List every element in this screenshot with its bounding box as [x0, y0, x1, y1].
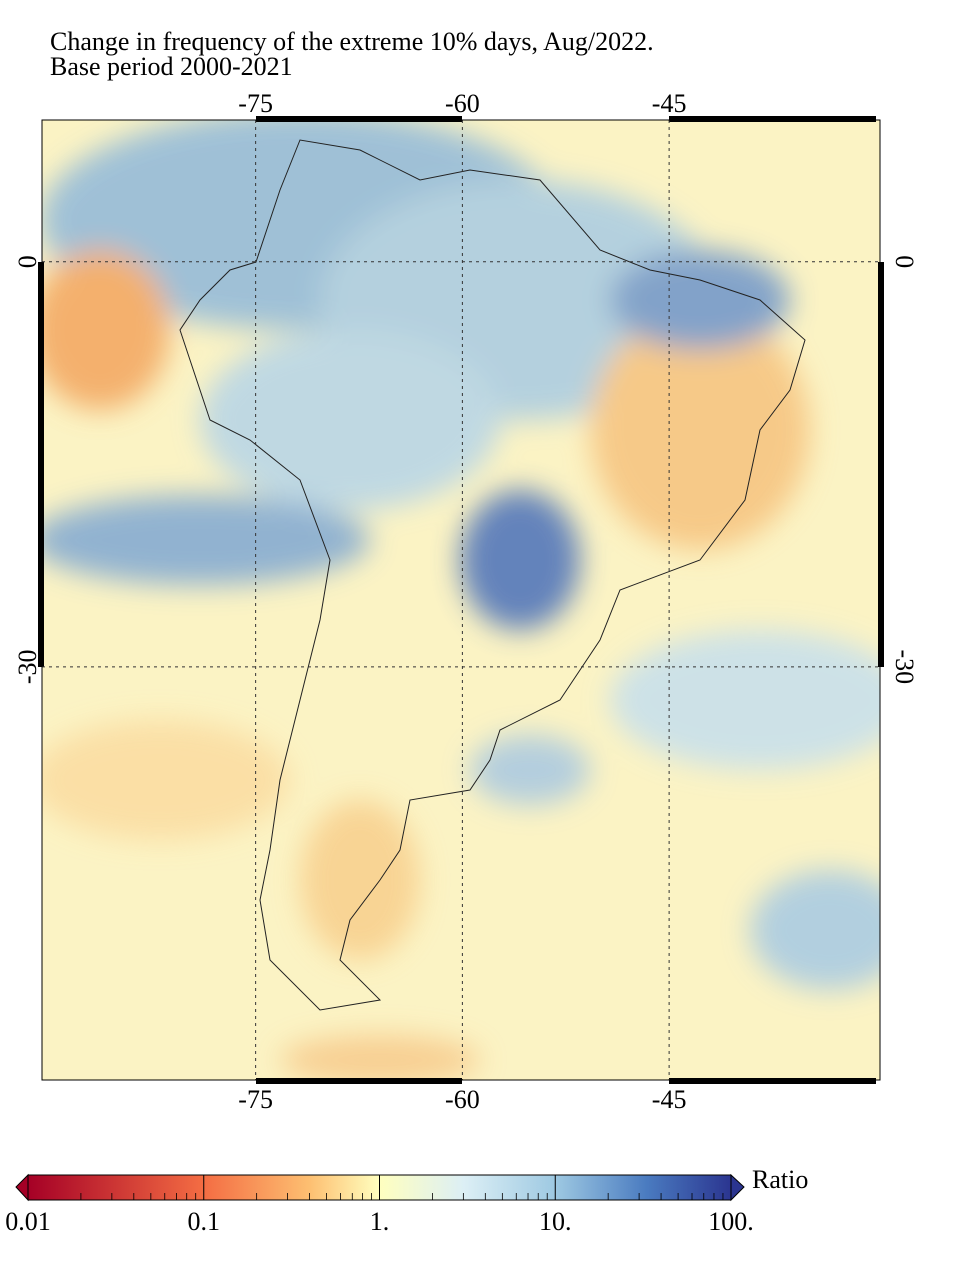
y-tick-label: 0 — [890, 255, 919, 268]
x-tick-label: -60 — [445, 89, 480, 118]
subtitle: Base period 2000-2021 — [50, 52, 293, 81]
frame-bar — [38, 262, 44, 667]
colorbar-tick-label: 0.01 — [5, 1207, 51, 1236]
colorbar: Ratio 0.01 0.1 1. 10. 100. — [5, 1165, 808, 1236]
frame-bar — [878, 262, 884, 667]
colorbar-tick-label: 1. — [370, 1207, 390, 1236]
frame-bar — [256, 116, 462, 122]
frame-bar — [256, 1078, 462, 1084]
x-tick-label: -60 — [445, 1085, 480, 1114]
grid: -75 -75 -60 -60 -45 -45 0 0 -30 -30 — [13, 89, 919, 1114]
x-tick-label: -45 — [652, 1085, 687, 1114]
title: Change in frequency of the extreme 10% d… — [50, 27, 654, 56]
frame-bar — [669, 116, 876, 122]
x-tick-label: -75 — [238, 89, 273, 118]
colorbar-tick-label: 100. — [708, 1207, 754, 1236]
colorbar-tick-label: 0.1 — [188, 1207, 221, 1236]
y-tick-label: -30 — [13, 649, 42, 684]
frame-bar — [669, 1078, 876, 1084]
colorbar-label: Ratio — [752, 1165, 808, 1194]
x-tick-label: -45 — [652, 89, 687, 118]
y-tick-label: 0 — [13, 255, 42, 268]
map-frame — [41, 119, 881, 1081]
colorbar-tick-label: 10. — [539, 1207, 572, 1236]
y-tick-label: -30 — [890, 649, 919, 684]
x-tick-label: -75 — [238, 1085, 273, 1114]
field — [42, 120, 880, 1080]
